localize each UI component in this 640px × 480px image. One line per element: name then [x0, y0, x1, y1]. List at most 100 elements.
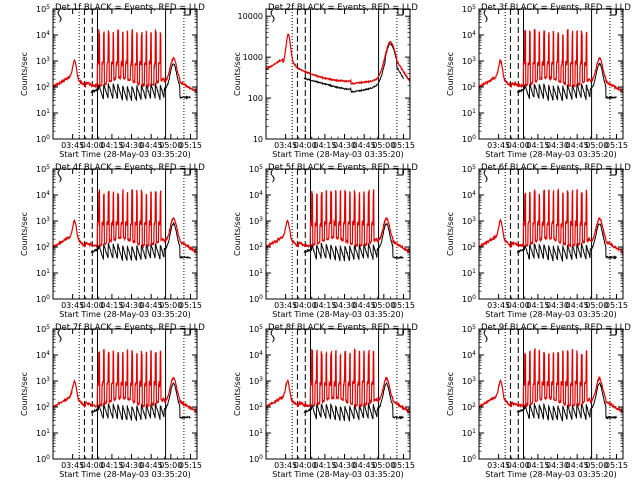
x-tick-label: 05:15	[179, 301, 202, 310]
marker-lines	[483, 329, 617, 459]
y-tick-label: 102	[36, 402, 50, 412]
saa-flag-marker	[270, 169, 275, 183]
x-tick-label: 04:15	[526, 301, 549, 310]
night-flag-marker	[184, 9, 191, 16]
y-tick-label: 102	[249, 242, 263, 252]
panel-title: Det 6f BLACK = Events, RED = LLD	[481, 163, 631, 173]
x-tick-label: 05:15	[392, 461, 415, 470]
x-tick-label: 05:00	[159, 141, 182, 150]
x-tick-label: 03:45	[487, 301, 510, 310]
y-tick-label: 103	[462, 56, 476, 66]
x-tick-label: 05:00	[159, 301, 182, 310]
x-tick-label: 04:45	[353, 301, 376, 310]
events-series-line	[303, 222, 404, 262]
y-tick-label: 105	[462, 4, 476, 14]
panel-title: Det 9f BLACK = Events, RED = LLD	[481, 323, 631, 333]
x-tick-label: 05:15	[605, 461, 628, 470]
y-tick-label: 102	[462, 402, 476, 412]
y-tick-label: 101	[462, 268, 476, 278]
y-tick-label: 100	[462, 134, 476, 144]
night-flag-marker	[610, 9, 617, 16]
lld-series-line	[266, 33, 410, 85]
y-axis-title: Counts/sec	[20, 372, 29, 416]
y-axis-title: Counts/sec	[446, 212, 455, 256]
x-tick-label: 03:45	[61, 141, 84, 150]
lld-series-line	[53, 28, 197, 93]
y-tick-label: 104	[36, 190, 50, 200]
saa-flag-marker	[57, 329, 62, 343]
x-tick-label: 05:00	[585, 141, 608, 150]
x-tick-label: 04:30	[546, 141, 569, 150]
x-tick-label: 04:15	[313, 301, 336, 310]
x-tick-label: 04:45	[566, 301, 589, 310]
x-tick-label: 04:45	[353, 141, 376, 150]
y-tick-label: 104	[462, 30, 476, 40]
x-tick-label: 05:15	[392, 141, 415, 150]
detector-panel-8: 100 101 102 103 104 105 03:4504:0004:1504:3004…	[233, 323, 418, 479]
y-axis-title: Counts/sec	[233, 372, 242, 416]
panel-title: Det 4f BLACK = Events, RED = LLD	[55, 163, 205, 173]
x-tick-label: 04:15	[100, 301, 123, 310]
x-tick-label: 05:00	[372, 141, 395, 150]
y-tick-label: 101	[462, 428, 476, 438]
x-tick-label: 03:45	[61, 461, 84, 470]
x-axis-title: Start Time (28-May-03 03:35:20)	[485, 150, 616, 159]
y-axis-title: Counts/sec	[446, 372, 455, 416]
y-tick-label: 104	[36, 350, 50, 360]
lld-series-line	[479, 28, 623, 93]
saa-flag-marker	[57, 9, 62, 23]
y-tick-label: 103	[462, 376, 476, 386]
night-flag-marker	[397, 329, 404, 336]
x-tick-label: 04:15	[526, 141, 549, 150]
y-tick-label: 101	[36, 268, 50, 278]
y-tick-label: 100	[36, 454, 50, 464]
x-axis-title: Start Time (28-May-03 03:35:20)	[59, 470, 190, 479]
y-tick-label: 103	[36, 56, 50, 66]
lld-series-line	[479, 187, 623, 255]
x-tick-label: 05:00	[372, 461, 395, 470]
x-tick-label: 04:15	[100, 461, 123, 470]
x-tick-label: 04:00	[81, 141, 104, 150]
saa-flag-marker	[483, 329, 488, 343]
events-series-line	[516, 382, 617, 422]
y-tick-label: 104	[249, 190, 263, 200]
x-tick-label: 05:15	[179, 461, 202, 470]
y-tick-label: 101	[249, 428, 263, 438]
panel-title: Det 8f BLACK = Events, RED = LLD	[268, 323, 418, 333]
x-tick-label: 04:00	[294, 461, 317, 470]
marker-lines	[270, 9, 404, 139]
saa-flag-marker	[483, 169, 488, 183]
night-flag-marker	[610, 329, 617, 336]
panel-title: Det 2f BLACK = Events, RED = LLD	[268, 3, 418, 13]
x-tick-label: 04:15	[526, 461, 549, 470]
x-tick-label: 03:45	[274, 141, 297, 150]
night-flag-marker	[184, 329, 191, 336]
x-tick-label: 04:30	[120, 461, 143, 470]
y-tick-label: 105	[462, 324, 476, 334]
detector-panel-5: 100 101 102 103 104 105 03:4504:0004:1504:3004…	[233, 163, 418, 319]
x-axis-title: Start Time (28-May-03 03:35:20)	[485, 310, 616, 319]
x-tick-label: 03:45	[487, 141, 510, 150]
x-tick-label: 04:45	[140, 141, 163, 150]
y-tick-label: 104	[462, 190, 476, 200]
y-tick-label: 102	[249, 402, 263, 412]
x-tick-label: 04:30	[333, 461, 356, 470]
lld-series-line	[266, 347, 410, 414]
detector-panel-3: 100 101 102 103 104 105 03:4504:0004:1504:3004…	[446, 3, 631, 159]
saa-flag-marker	[483, 9, 488, 23]
lld-series-line	[479, 347, 623, 413]
y-tick-label: 103	[249, 376, 263, 386]
y-axis-title: Counts/sec	[233, 212, 242, 256]
panel-title: Det 5f BLACK = Events, RED = LLD	[268, 163, 418, 173]
y-tick-label: 102	[462, 82, 476, 92]
x-tick-label: 03:45	[487, 461, 510, 470]
plot-frame	[265, 8, 411, 140]
panel-title: Det 7f BLACK = Events, RED = LLD	[55, 323, 205, 333]
x-tick-label: 04:45	[566, 141, 589, 150]
x-tick-label: 04:45	[566, 461, 589, 470]
x-tick-label: 03:45	[274, 461, 297, 470]
y-tick-label: 102	[462, 242, 476, 252]
y-tick-label: 103	[36, 216, 50, 226]
x-tick-label: 04:00	[294, 141, 317, 150]
x-axis-title: Start Time (28-May-03 03:35:20)	[272, 310, 403, 319]
